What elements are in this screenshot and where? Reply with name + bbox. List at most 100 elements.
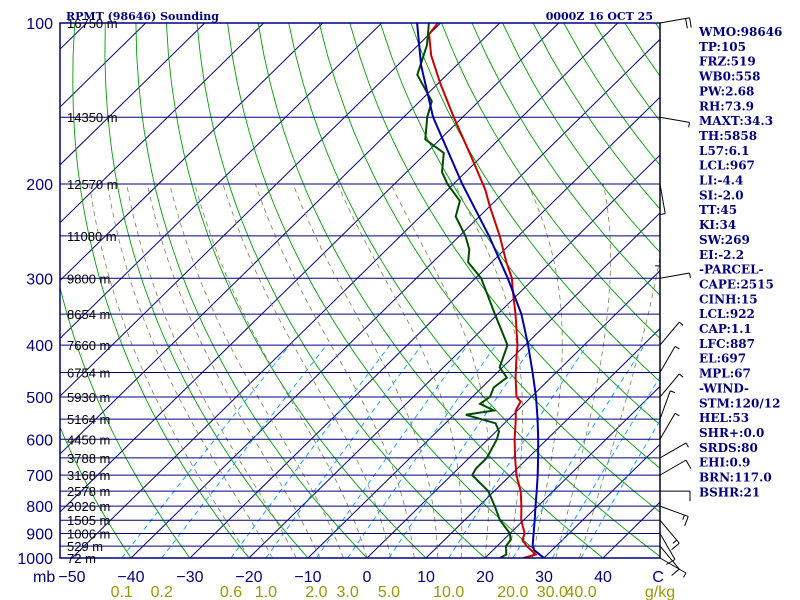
height-label: 3788 m (67, 451, 110, 466)
wind-barb (659, 412, 680, 440)
mixing-ratio-tick-label: 20.0 (497, 584, 528, 600)
chart-title: RPMT (98646) Sounding (66, 10, 219, 23)
isotherm-line (60, 23, 265, 224)
index-item: HEL:53 (699, 411, 749, 425)
index-item: RH:73.9 (699, 99, 754, 113)
height-label: 72 m (67, 551, 96, 566)
wind-barb (659, 505, 689, 526)
height-label: 1006 m (67, 527, 110, 542)
index-item: PW:2.68 (699, 84, 754, 98)
pressure-tick-label: 700 (26, 468, 53, 485)
pressure-tick-label: 200 (26, 177, 53, 194)
isotherm-line (484, 385, 660, 558)
isotherm-line (248, 154, 660, 558)
height-label: 5930 m (67, 390, 110, 405)
temperature-tick-label: −10 (294, 569, 321, 586)
mixing-ratio-tick-label: 2.0 (305, 584, 327, 600)
isotherm-line (543, 443, 660, 558)
wind-barb (660, 490, 691, 502)
height-label: 9800 m (67, 271, 110, 286)
index-item: LFC:887 (699, 337, 755, 351)
mixing-ratio-tick-label: 0.6 (220, 584, 242, 600)
parcel-line (416, 23, 545, 558)
isotherm-line (60, 23, 501, 455)
mixing-ratio-tick-label: g/kg (645, 584, 675, 600)
wind-barb (655, 235, 661, 267)
sounding-series (416, 23, 545, 558)
height-label: 11080 m (67, 229, 117, 244)
index-item: TH:5858 (699, 129, 757, 143)
index-item: FRZ:519 (699, 55, 756, 69)
wind-barb (659, 557, 687, 578)
wind-barb (659, 321, 684, 346)
height-label: 5164 m (67, 412, 110, 427)
index-item: CAPE:2515 (699, 277, 774, 291)
index-item: LCL:922 (699, 307, 755, 321)
index-item: WB0:558 (698, 70, 760, 84)
height-label: 4450 m (67, 432, 110, 447)
temperature-tick-label: −50 (58, 569, 85, 586)
height-label: 14350 m (67, 110, 118, 125)
index-item: BRN:117.0 (699, 471, 772, 485)
mixing-ratio-labels: 0.1 0.2 0.6 1.0 2.0 3.0 5.0 10.0 20.0 30.040.0 g/k… (111, 584, 676, 600)
wind-barb (659, 390, 676, 420)
index-item: SRDS:80 (699, 441, 758, 455)
index-item: MPL:67 (699, 367, 751, 381)
indices-panel: WMO:98646TP:105FRZ:519WB0:558PW:2.68RH:7… (698, 25, 782, 499)
mixing-ratio-tick-label: 1.0 (255, 584, 277, 600)
index-item: EHI:0.9 (699, 456, 750, 470)
index-item: TT:45 (699, 203, 737, 217)
mixing-ratio-tick-label: 40.0 (565, 584, 596, 600)
isotherm-line (71, 23, 619, 558)
wind-barb (659, 373, 684, 398)
index-item: L57:6.1 (699, 144, 749, 158)
wind-barb (659, 272, 691, 279)
chart-time: 0000Z 16 OCT 25 (546, 10, 653, 23)
wind-barb (659, 459, 692, 476)
mixing-ratio-tick-label: 5.0 (378, 584, 400, 600)
index-item: MAXT:34.3 (699, 114, 773, 128)
height-label: 16750 m (67, 16, 118, 31)
index-item: SHR+:0.0 (699, 426, 764, 440)
index-item: -PARCEL- (699, 263, 764, 277)
isobar-lines (60, 23, 660, 558)
temperature-tick-label: C (652, 569, 664, 586)
moist-adiabat (169, 184, 344, 558)
index-item: LCL:967 (699, 159, 755, 173)
dew-point-line (416, 23, 512, 558)
index-item: BSHR:21 (699, 485, 760, 499)
index-item: SW:269 (699, 233, 750, 247)
height-label: 8654 m (67, 307, 110, 322)
wind-barb (659, 545, 680, 576)
temperature-axis-labels: −50 −40 −30 −20 −10 0 10 20 30 40 C (58, 569, 663, 586)
moist-adiabat (555, 184, 612, 558)
pressure-tick-label: 400 (26, 338, 53, 355)
temperature-tick-label: −40 (117, 569, 144, 586)
temperature-tick-label: 40 (594, 569, 612, 586)
wind-barb (659, 442, 689, 459)
wind-barb (659, 116, 691, 128)
pressure-tick-label: 1000 (17, 551, 53, 568)
isotherm-line (307, 212, 660, 558)
isotherm-line (60, 23, 206, 166)
index-item: KI:34 (699, 218, 736, 232)
height-label: 1505 m (67, 513, 110, 528)
pressure-axis-labels: 100 200 300 400 500 600 700 800 900 1000 (17, 16, 53, 568)
index-item: SI:-2.0 (699, 188, 744, 202)
temperature-tick-label: −30 (176, 569, 203, 586)
index-item: STM:120/12 (699, 396, 780, 410)
pressure-tick-label: 100 (26, 16, 53, 33)
moist-adiabat (579, 255, 660, 558)
index-item: WMO:98646 (698, 25, 782, 39)
isotherm-line (189, 96, 660, 558)
mixing-ratio-tick-label: 10.0 (433, 584, 464, 600)
mixing-ratio-tick-label: 0.2 (151, 584, 173, 600)
height-labels: 16750 m 14350 m 12570 m 11080 m 9800 m 8654 m… (67, 16, 118, 566)
height-label: 2578 m (67, 484, 110, 499)
height-label: 3168 m (67, 468, 110, 483)
isotherm-lines (60, 23, 660, 558)
wind-barb (659, 533, 676, 565)
isotherm-line (60, 23, 383, 340)
pressure-tick-label: 300 (26, 271, 53, 288)
